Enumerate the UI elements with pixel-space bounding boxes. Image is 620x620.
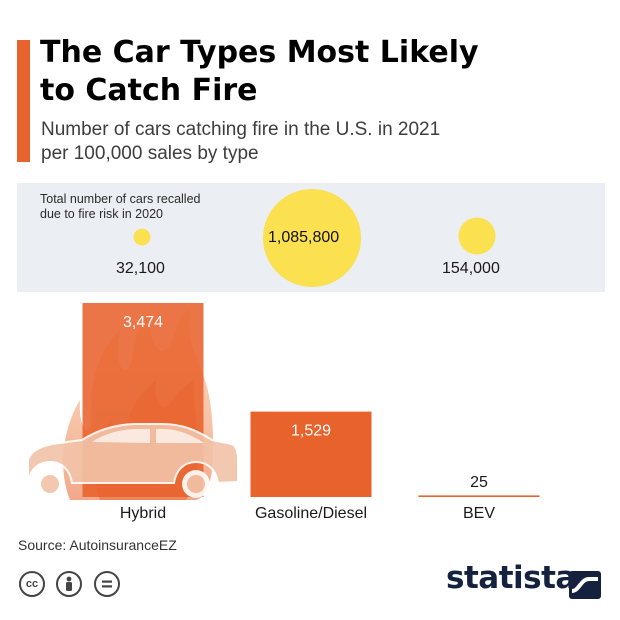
statista-logo-text[interactable]: statista	[446, 560, 576, 596]
bar-value-label-1: 3,474	[123, 314, 163, 331]
subtitle-line-1: Number of cars catching fire in the U.S.…	[41, 119, 441, 140]
attribution-icon[interactable]	[56, 571, 82, 597]
title-line-1: The Car Types Most Likely	[40, 35, 479, 70]
recall-label-gasoline: 1,085,800	[268, 229, 340, 246]
subtitle-line-2: per 100,000 sales by type	[41, 143, 259, 164]
recall-bubbles	[133, 189, 496, 287]
statista-logo-icon[interactable]	[569, 571, 601, 599]
creative-commons-icon[interactable]: cc	[19, 571, 45, 597]
recall-bubble-1	[133, 228, 151, 246]
bar-2	[250, 411, 372, 497]
recall-note-line-1: Total number of cars recalled	[40, 192, 201, 206]
title-accent-bar	[17, 40, 30, 162]
title-line-2: to Catch Fire	[40, 73, 258, 108]
bar-value-label-2: 1,529	[291, 423, 331, 440]
recall-bubble-2	[263, 189, 361, 287]
category-label-3: BEV	[463, 505, 495, 522]
category-label-1: Hybrid	[120, 505, 166, 522]
recall-note-line-2: due to fire risk in 2020	[40, 207, 163, 221]
bar-3	[418, 495, 540, 497]
recall-note: Total number of cars recalled due to fir…	[40, 192, 260, 222]
category-label-2: Gasoline/Diesel	[255, 505, 367, 522]
recall-label-bev: 154,000	[442, 260, 500, 277]
page-title: The Car Types Most Likely to Catch Fire	[40, 34, 600, 110]
recall-label-hybrid: 32,100	[116, 260, 165, 277]
bar-value-label-3: 25	[470, 474, 488, 491]
source-note: Source: AutoinsuranceEZ	[18, 537, 177, 553]
recall-bubble-3	[458, 217, 496, 255]
page-subtitle: Number of cars catching fire in the U.S.…	[41, 118, 601, 166]
bar-chart: 3,474 1,529 25 Hybrid Gasoline/Diesel BEV	[27, 303, 540, 522]
no-derivatives-icon[interactable]	[94, 571, 120, 597]
car-illustration	[27, 423, 239, 498]
